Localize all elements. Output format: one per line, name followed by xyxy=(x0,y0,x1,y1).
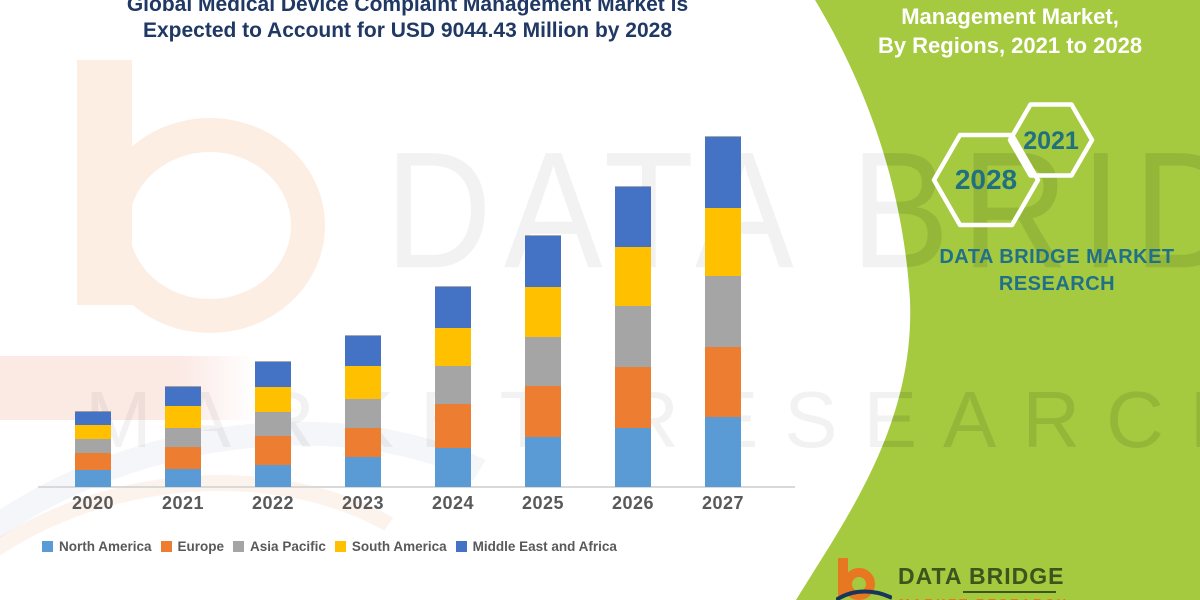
bar-segment-2027-europe xyxy=(705,347,741,417)
bar-segment-2023-south-america xyxy=(345,366,381,399)
footer-logo-underline xyxy=(963,591,1056,593)
bar-segment-2026-north-america xyxy=(615,428,651,487)
bar-segment-2027-middle-east-and-africa xyxy=(705,137,741,208)
hexagon-2021-label: 2021 xyxy=(1023,127,1079,155)
bar-segment-2023-middle-east-and-africa xyxy=(345,336,381,366)
bar-segment-2026-asia-pacific xyxy=(615,306,651,367)
hexagon-2021-outline xyxy=(1007,102,1095,178)
legend-item-asia-pacific: Asia Pacific xyxy=(233,539,326,554)
bar-segment-2021-north-america xyxy=(165,469,201,487)
bar-segment-2022-asia-pacific xyxy=(255,412,291,436)
bar-segment-2021-asia-pacific xyxy=(165,428,201,447)
bar-segment-2025-south-america xyxy=(525,287,561,337)
bar-segment-2021-middle-east-and-africa xyxy=(165,387,201,406)
bar-segment-2020-south-america xyxy=(75,425,111,439)
bar-segment-2023-north-america xyxy=(345,457,381,487)
legend-swatch-south-america xyxy=(334,541,346,552)
bar-segment-2023-europe xyxy=(345,428,381,457)
footer-logo-name: DATA BRIDGE xyxy=(898,563,1065,589)
legend-label-north-america: North America xyxy=(59,539,152,554)
bar-segment-2022-south-america xyxy=(255,387,291,412)
bar-segment-2021-europe xyxy=(165,447,201,469)
x-axis-line xyxy=(38,486,795,488)
bar-segment-2020-europe xyxy=(75,453,111,470)
chart-title-line-2: Expected to Account for USD 9044.43 Mill… xyxy=(142,19,673,42)
side-panel-title-line-1: Management Market, xyxy=(901,4,1119,29)
footer-logo-subtitle: MARKET RESEARCH xyxy=(899,596,1069,600)
bar-segment-2020-middle-east-and-africa xyxy=(75,412,111,425)
legend-swatch-north-america xyxy=(42,541,53,552)
bar-segment-2024-asia-pacific xyxy=(435,366,471,404)
hexagon-2028-label: 2028 xyxy=(955,164,1017,195)
x-axis-label-2021: 2021 xyxy=(161,493,205,513)
bar-segment-2027-south-america xyxy=(705,208,741,276)
bar-segment-2021-south-america xyxy=(165,406,201,428)
brand-name-line-1: DATA BRIDGE MARKET xyxy=(939,246,1175,268)
legend-item-north-america: North America xyxy=(42,539,152,554)
bar-segment-2022-europe xyxy=(255,436,291,465)
brand-name: DATA BRIDGE MARKET RESEARCH xyxy=(901,244,1200,298)
legend: North America Europe Asia Pacific South Ame… xyxy=(42,539,617,554)
bar-segment-2024-europe xyxy=(435,404,471,448)
bar-segment-2020-north-america xyxy=(75,470,111,487)
bar-segment-2026-europe xyxy=(615,367,651,428)
bar-segment-2027-north-america xyxy=(705,417,741,487)
bar-segment-2022-middle-east-and-africa xyxy=(255,362,291,387)
legend-label-south-america: South America xyxy=(351,539,447,554)
chart-title-line-1: Global Medical Device Complaint Manageme… xyxy=(126,0,689,16)
x-axis-label-2025: 2025 xyxy=(521,493,565,513)
x-axis-label-2020: 2020 xyxy=(71,493,115,513)
hexagon-2028-outline xyxy=(931,132,1041,228)
x-axis-label-2026: 2026 xyxy=(611,493,655,513)
legend-item-south-america: South America xyxy=(334,539,447,554)
bar-segment-2027-asia-pacific xyxy=(705,276,741,347)
legend-swatch-middle-east-and-africa xyxy=(455,541,467,552)
legend-swatch-europe xyxy=(160,541,172,552)
legend-label-europe: Europe xyxy=(177,539,225,554)
bar-segment-2025-north-america xyxy=(525,437,561,487)
x-axis-label-2022: 2022 xyxy=(251,493,295,513)
bar-segment-2024-south-america xyxy=(435,328,471,366)
bar-segment-2025-asia-pacific xyxy=(525,337,561,386)
year-hexagon-badges: 2028 2021 xyxy=(931,102,1095,228)
x-axis-label-2024: 2024 xyxy=(431,493,475,513)
data-bridge-logo-icon xyxy=(836,558,892,600)
brand-name-line-2: RESEARCH xyxy=(998,273,1116,295)
bar-segment-2022-north-america xyxy=(255,465,291,487)
bar-segment-2023-asia-pacific xyxy=(345,399,381,428)
legend-label-middle-east-and-africa: Middle East and Africa xyxy=(472,539,617,554)
chart-title: Global Medical Device Complaint Manageme… xyxy=(45,0,770,44)
bar-segment-2020-asia-pacific xyxy=(75,439,111,453)
side-panel-title: Management Market, By Regions, 2021 to 2… xyxy=(850,2,1170,60)
legend-label-asia-pacific: Asia Pacific xyxy=(250,539,326,554)
bar-segment-2024-middle-east-and-africa xyxy=(435,287,471,328)
side-panel-shape xyxy=(796,0,1200,600)
x-axis-label-2023: 2023 xyxy=(341,493,385,513)
side-panel-title-line-2: By Regions, 2021 to 2028 xyxy=(877,33,1143,58)
x-axis-label-2027: 2027 xyxy=(701,493,745,513)
bar-segment-2026-middle-east-and-africa xyxy=(615,187,651,247)
bar-segment-2025-europe xyxy=(525,386,561,437)
legend-item-europe: Europe xyxy=(160,539,225,554)
bar-segment-2024-north-america xyxy=(435,448,471,487)
logo-swoosh-band-watermark xyxy=(0,356,255,420)
bar-segment-2026-south-america xyxy=(615,247,651,306)
bar-segment-2025-middle-east-and-africa xyxy=(525,236,561,287)
legend-item-middle-east-and-africa: Middle East and Africa xyxy=(455,539,617,554)
legend-swatch-asia-pacific xyxy=(233,541,245,552)
